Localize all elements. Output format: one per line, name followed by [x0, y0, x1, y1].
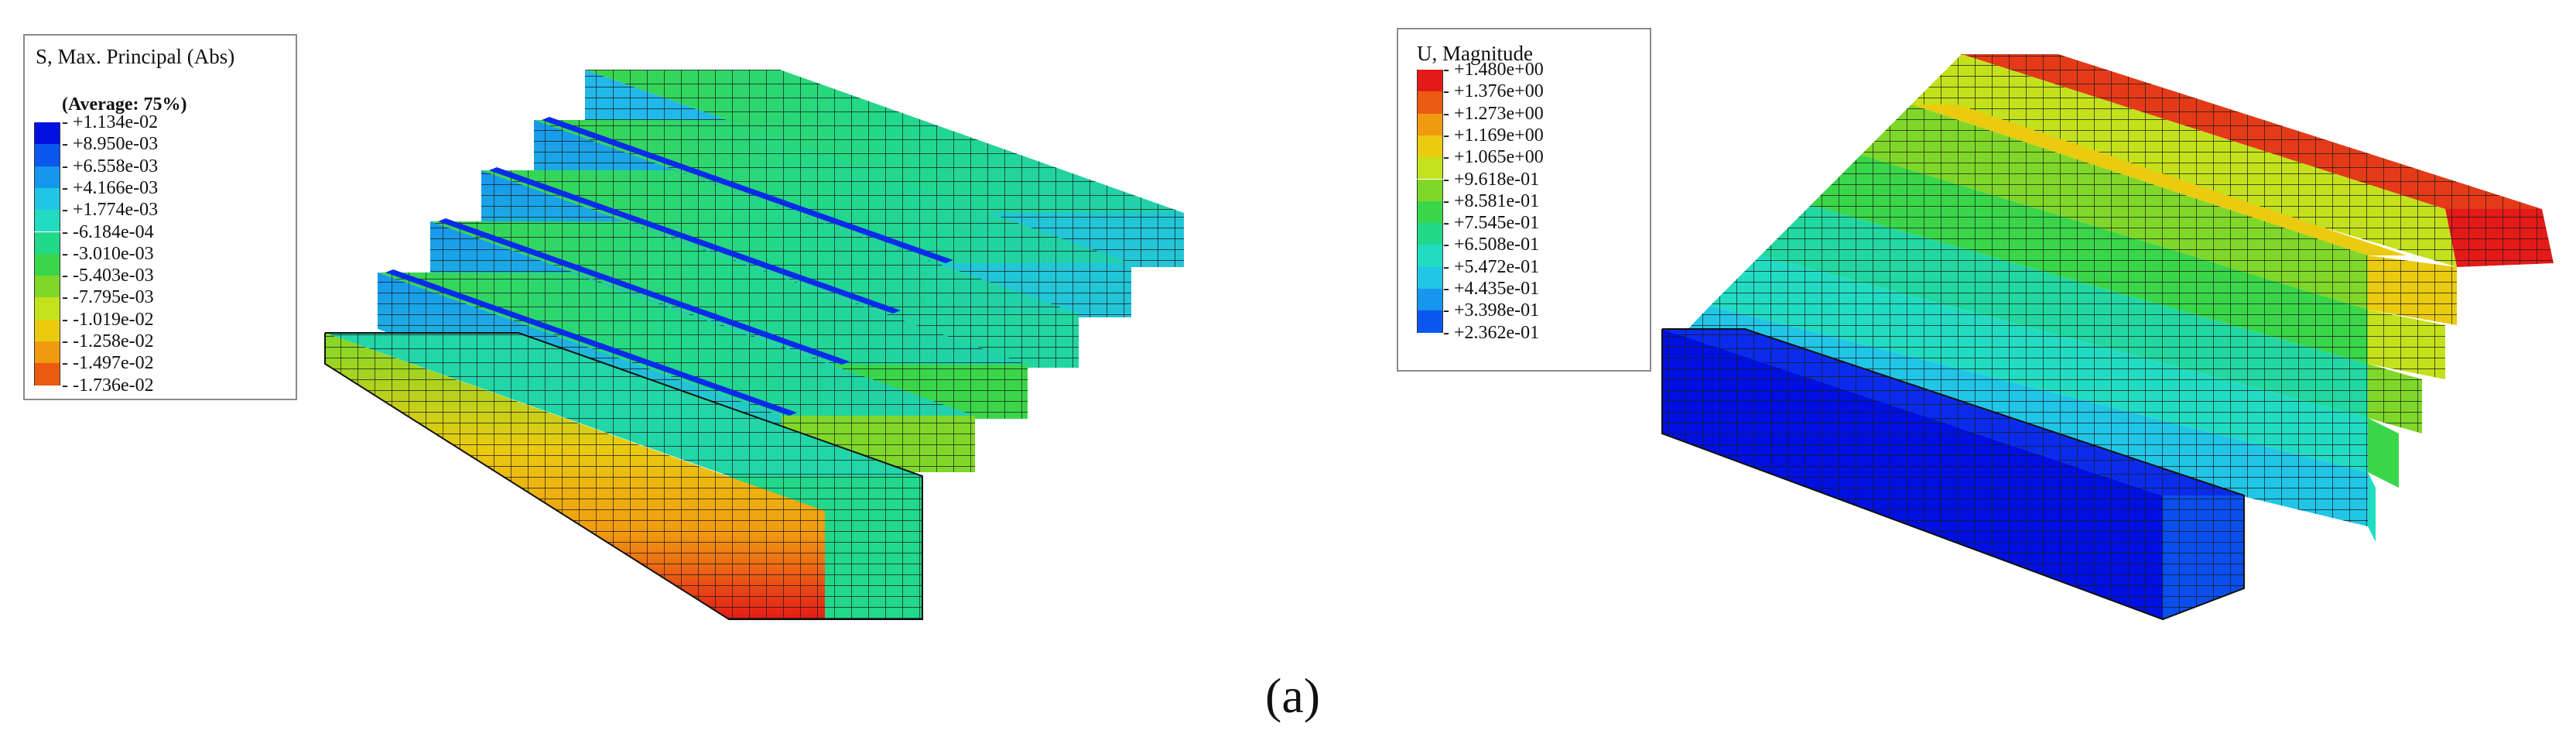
- legend-color-band: [34, 210, 60, 232]
- legend-value-label: - +7.545e-01: [1443, 213, 1540, 234]
- legend-color-band: [34, 166, 60, 188]
- legend-color-band: [34, 276, 60, 298]
- legend-color-band: [34, 231, 60, 254]
- legend-value-label: - +8.581e-01: [1443, 190, 1540, 211]
- legend-value-label: - +1.065e+00: [1443, 147, 1544, 168]
- legend-color-band: [34, 297, 60, 320]
- legend-value-label: - -5.403e-03: [62, 266, 154, 286]
- legend-value-label: - +4.435e-01: [1443, 279, 1540, 299]
- legend-color-band: [1417, 200, 1443, 224]
- legend-value-label: - +1.774e-03: [62, 200, 159, 221]
- legend-color-band: [1417, 245, 1443, 267]
- legend-value-label: - -1.019e-02: [62, 309, 154, 330]
- legend-value-label: - -1.258e-02: [62, 331, 154, 351]
- legend-value-label: - +6.558e-03: [62, 156, 159, 177]
- stress-legend: S, Max. Principal (Abs) (Average: 75%) -…: [23, 34, 297, 400]
- legend-color-band: [1417, 179, 1443, 201]
- legend-color-band: [34, 253, 60, 276]
- legend-value-label: - +2.362e-01: [1443, 322, 1540, 343]
- legend-color-band: [34, 144, 60, 166]
- legend-value-label: - -1.736e-02: [62, 375, 154, 396]
- legend-color-band: [1417, 310, 1443, 333]
- legend-color-band: [1417, 289, 1443, 311]
- legend-value-label: - +3.398e-01: [1443, 300, 1540, 321]
- legend-color-band: [1417, 266, 1443, 289]
- legend-value-label: - +5.472e-01: [1443, 256, 1540, 277]
- figure-caption: (a): [1265, 668, 1321, 723]
- legend-color-band: [34, 341, 60, 364]
- legend-color-band: [34, 319, 60, 341]
- legend-value-label: - -1.497e-02: [62, 353, 154, 374]
- displacement-legend-title: U, Magnitude: [1417, 42, 1533, 65]
- legend-value-label: - +1.376e+00: [1443, 81, 1544, 102]
- legend-value-label: - -6.184e-04: [62, 221, 154, 242]
- displacement-legend: U, Magnitude - +1.480e+00- +1.376e+00- +…: [1397, 28, 1651, 372]
- legend-color-band: [1417, 91, 1443, 114]
- legend-value-label: - +1.273e+00: [1443, 103, 1544, 124]
- legend-value-label: - +8.950e-03: [62, 134, 159, 155]
- legend-value-label: - +1.134e-02: [62, 112, 159, 132]
- legend-value-label: - +6.508e-01: [1443, 235, 1540, 255]
- legend-color-band: [1417, 70, 1443, 92]
- stress-legend-title: S, Max. Principal (Abs): [36, 45, 235, 68]
- legend-value-label: - -7.795e-03: [62, 287, 154, 308]
- legend-color-band: [1417, 157, 1443, 180]
- stress-legend-subtitle: (Average: 75%): [62, 94, 187, 115]
- right-stair-mesh: [1661, 54, 2554, 621]
- legend-color-band: [1417, 135, 1443, 158]
- legend-color-band: [34, 187, 60, 211]
- legend-value-label: - +1.169e+00: [1443, 125, 1544, 146]
- left-stair-mesh: [324, 70, 1184, 620]
- legend-color-band: [1417, 223, 1443, 245]
- legend-color-band: [34, 122, 60, 145]
- legend-value-label: - -3.010e-03: [62, 243, 154, 264]
- legend-value-label: - +4.166e-03: [62, 177, 159, 198]
- legend-value-label: - +1.480e+00: [1443, 60, 1544, 80]
- legend-color-band: [34, 363, 60, 386]
- legend-color-band: [1417, 113, 1443, 135]
- legend-value-label: - +9.618e-01: [1443, 169, 1540, 190]
